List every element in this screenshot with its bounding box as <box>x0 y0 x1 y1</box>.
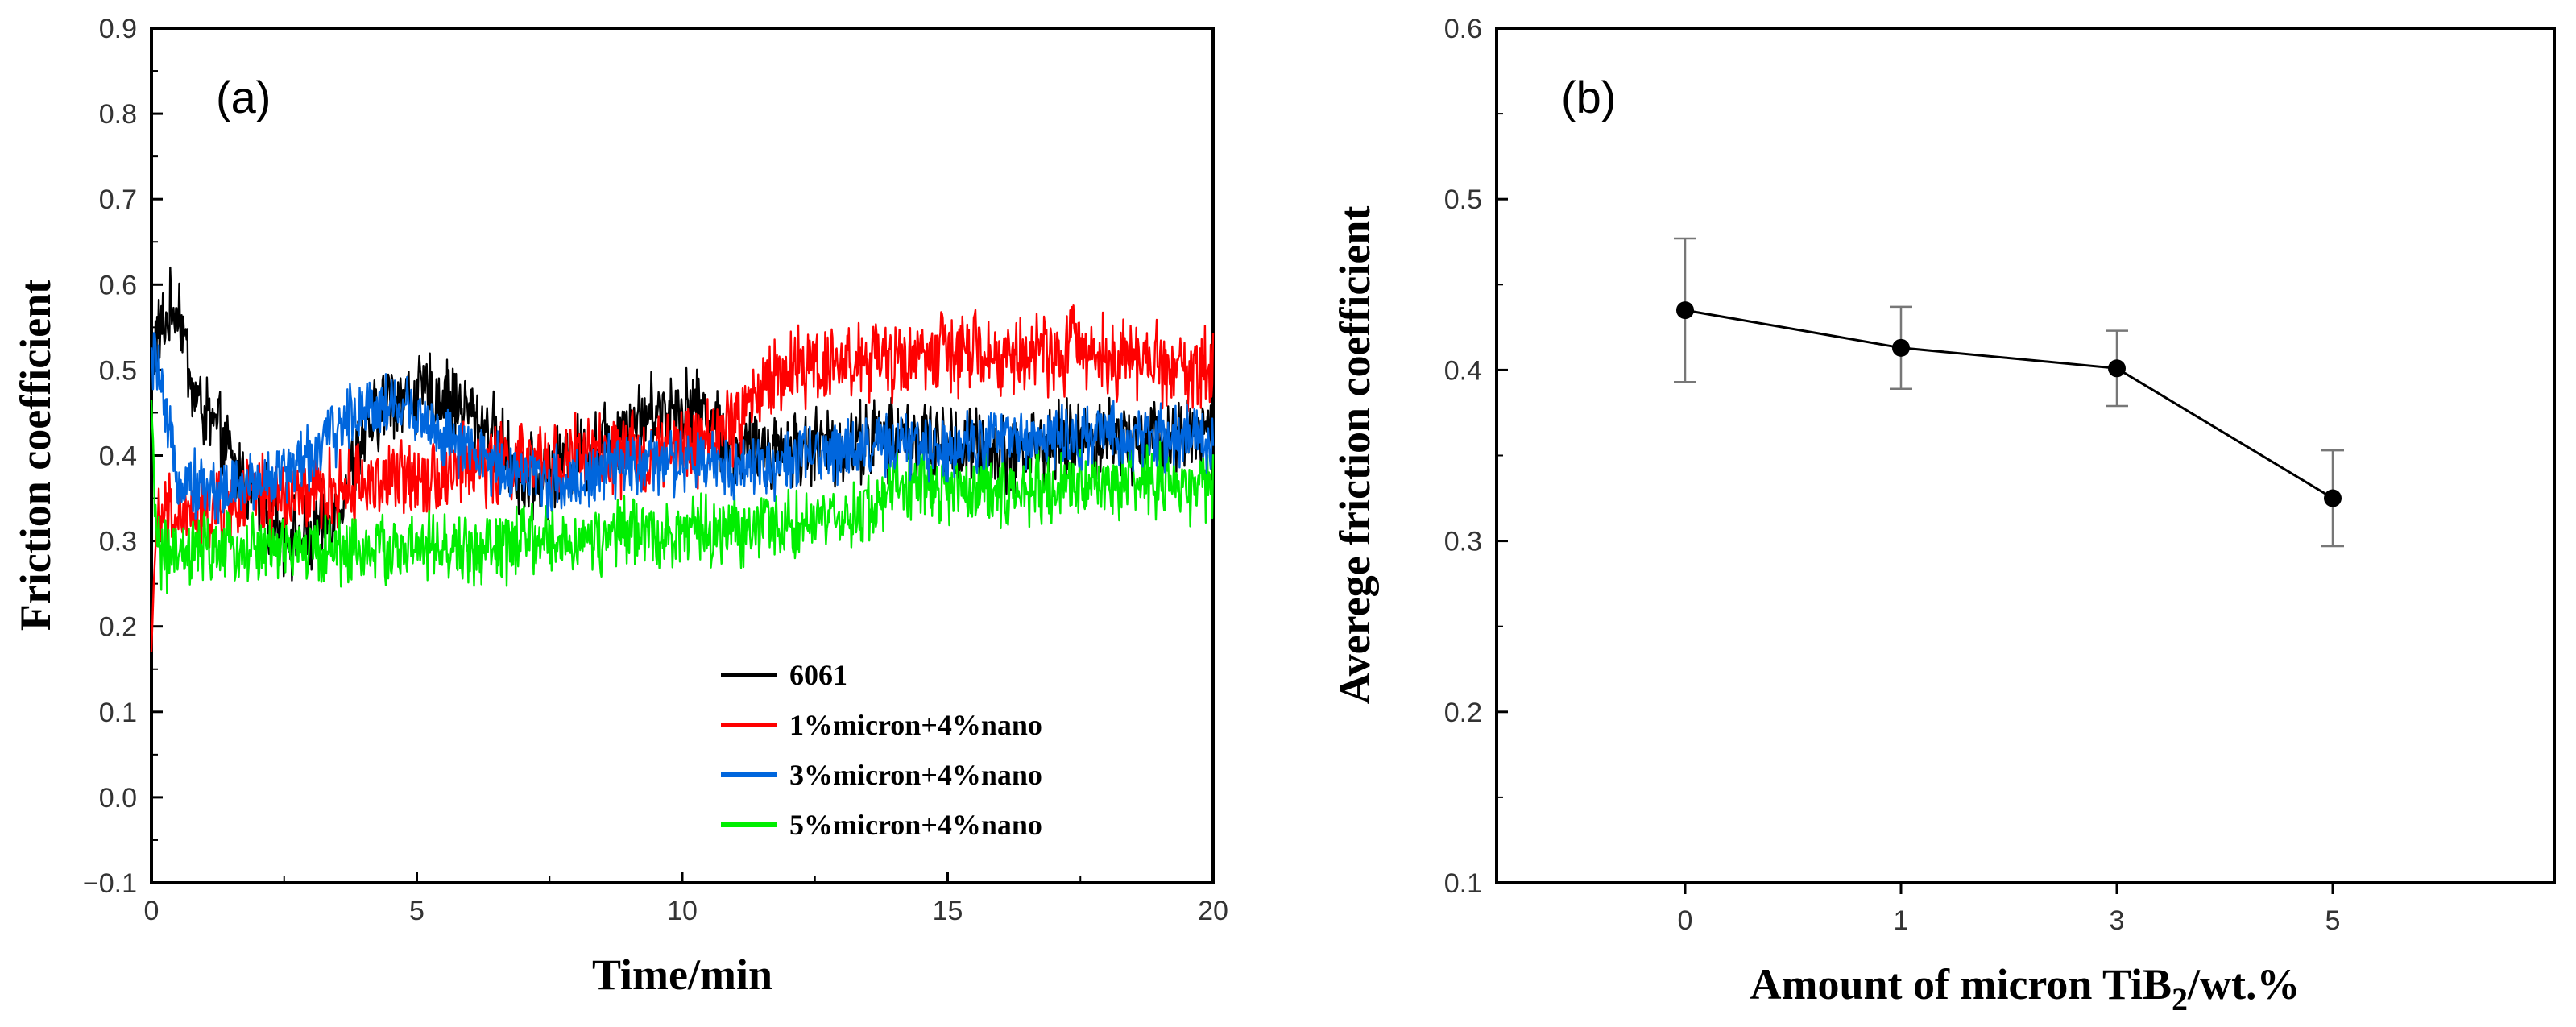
y-tick-label: 0.6 <box>1444 14 1482 44</box>
x-tick-label: 3 <box>2110 905 2125 936</box>
x-tick-label: 5 <box>409 896 425 926</box>
y-tick-label: 0.5 <box>1444 184 1482 215</box>
panel-a-x-axis-title: Time/min <box>592 950 772 999</box>
y-tick-label: 0.3 <box>1444 527 1482 557</box>
y-tick-label: 0.2 <box>1444 698 1482 728</box>
y-tick-label: 0.9 <box>99 14 137 44</box>
average-friction-line <box>1684 309 2334 499</box>
panel-b-x-axis-title: Amount of micron TiB2/wt.% <box>1750 960 2300 1017</box>
panel-b-frame <box>1495 27 2556 884</box>
series-line-5%micron+4%nano <box>150 400 1215 594</box>
panel-b-x-axis-title-suffix: /wt.% <box>2187 960 2300 1008</box>
x-tick-label: 0 <box>1678 905 1693 936</box>
x-tick-label: 1 <box>1894 905 1909 936</box>
panel-a-series <box>150 266 1215 652</box>
panel-b-y-axis-title: Averege friction coefficient <box>1331 206 1379 705</box>
x-tick-label: 10 <box>667 896 698 926</box>
panel-b-ticks <box>1497 27 2334 894</box>
x-tick-label: 20 <box>1198 896 1228 926</box>
data-point-5 <box>2324 489 2342 507</box>
legend-label-1%micron+4%nano: 1%micron+4%nano <box>789 709 1042 741</box>
panel-b-label: (b) <box>1561 72 1616 122</box>
y-tick-label: 0.2 <box>99 612 137 643</box>
panel-a-y-tick-labels: −0.1 0.0 0.1 0.2 0.3 0.4 0.5 0.6 0.7 0.8 0.9 <box>83 14 137 899</box>
panel-a-friction-vs-time: −0.1 0.0 0.1 0.2 0.3 0.4 0.5 0.6 0.7 0.8 0.9 0 5 10 1… <box>11 14 1228 999</box>
x-tick-label: 15 <box>933 896 963 926</box>
panel-b-average-friction: 0.1 0.2 0.3 0.4 0.5 0.6 0 1 3 5 (b) Amount of mi… <box>1331 14 2556 1017</box>
y-tick-label: 0.0 <box>99 783 137 814</box>
panel-a-x-tick-labels: 0 5 10 15 20 <box>144 896 1228 926</box>
x-tick-label: 0 <box>144 896 159 926</box>
y-tick-label: 0.1 <box>99 698 137 728</box>
legend-label-3%micron+4%nano: 3%micron+4%nano <box>789 759 1042 791</box>
y-tick-label: 0.6 <box>99 270 137 300</box>
y-tick-label: 0.1 <box>1444 868 1482 899</box>
y-tick-label: 0.5 <box>99 355 137 386</box>
panel-a-ticks <box>150 27 1215 884</box>
data-point-0 <box>1676 301 1694 320</box>
panel-a-label: (a) <box>216 72 271 122</box>
panel-a-y-axis-title: Friction coefficient <box>11 280 60 631</box>
y-tick-label: −0.1 <box>83 868 137 899</box>
panel-a-legend: 6061 1%micron+4%nano 3%micron+4%nano 5%micr… <box>721 659 1042 841</box>
legend-label-6061: 6061 <box>789 659 847 691</box>
panel-b-series <box>1676 301 2342 507</box>
y-tick-label: 0.7 <box>99 184 137 215</box>
y-tick-label: 0.4 <box>99 441 137 472</box>
series-line-3%micron+4%nano <box>150 332 1215 524</box>
y-tick-label: 0.8 <box>99 99 137 130</box>
panel-b-x-tick-labels: 0 1 3 5 <box>1678 905 2341 936</box>
data-point-3 <box>2108 359 2126 378</box>
y-tick-label: 0.4 <box>1444 355 1482 386</box>
panel-b-x-axis-title-main: Amount of micron TiB <box>1750 960 2172 1008</box>
panel-b-error-bars <box>1674 237 2344 548</box>
panel-b-y-tick-labels: 0.1 0.2 0.3 0.4 0.5 0.6 <box>1444 14 1482 899</box>
data-point-1 <box>1892 338 1910 357</box>
panel-b-x-axis-title-subscript: 2 <box>2172 981 2188 1017</box>
x-tick-label: 5 <box>2325 905 2341 936</box>
legend-label-5%micron+4%nano: 5%micron+4%nano <box>789 809 1042 841</box>
y-tick-label: 0.3 <box>99 527 137 557</box>
